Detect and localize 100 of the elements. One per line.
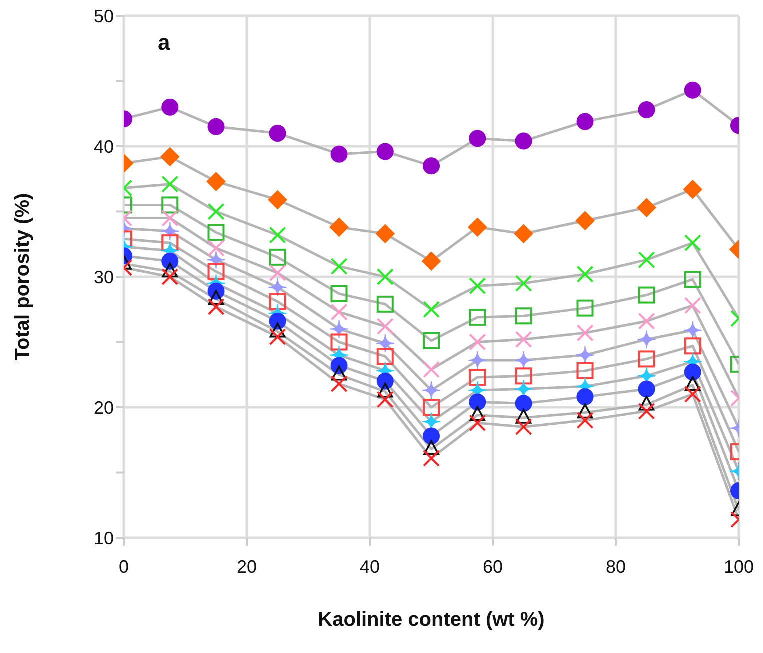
point [684, 386, 702, 403]
point [423, 450, 440, 467]
point [638, 402, 656, 420]
point [576, 324, 594, 342]
point [684, 271, 702, 288]
point [468, 218, 488, 237]
point [376, 334, 395, 354]
point [422, 252, 441, 271]
point [376, 224, 395, 244]
point [576, 412, 594, 430]
point [330, 320, 349, 339]
point [683, 180, 702, 200]
point [330, 304, 348, 321]
point [638, 380, 656, 398]
point [162, 196, 179, 214]
point [376, 348, 394, 366]
point [576, 211, 595, 230]
point [330, 146, 348, 163]
point [515, 132, 532, 150]
point [330, 258, 348, 276]
point [269, 226, 286, 244]
x-axis-title: Kaolinite content (wt %) [318, 609, 545, 631]
point [468, 351, 488, 370]
y-tick-label: 50 [94, 6, 114, 26]
point [469, 414, 486, 432]
point [162, 262, 178, 278]
point [469, 368, 486, 386]
point [208, 118, 225, 136]
point [423, 361, 440, 378]
point [469, 394, 486, 411]
y-tick-label: 10 [94, 528, 114, 548]
point [684, 82, 702, 99]
point [376, 268, 394, 286]
y-tick-label: 30 [94, 267, 114, 288]
point [423, 301, 440, 318]
point [162, 210, 179, 227]
x-tick-label: 40 [360, 556, 380, 577]
point [516, 409, 532, 424]
point [515, 275, 532, 292]
point [270, 322, 286, 338]
point [331, 366, 348, 381]
point [206, 250, 226, 270]
point [638, 101, 656, 118]
point [469, 308, 486, 326]
point [330, 334, 348, 351]
point [515, 418, 532, 436]
point [423, 332, 440, 350]
point [160, 222, 180, 241]
point [269, 328, 286, 346]
y-axis-title: Total porosity (%) [12, 193, 34, 361]
point [206, 172, 226, 192]
point [469, 130, 486, 148]
point [684, 297, 702, 314]
point [162, 98, 179, 116]
point [637, 198, 656, 218]
point [684, 234, 702, 252]
point [684, 338, 702, 355]
point [576, 266, 594, 283]
point [637, 330, 656, 350]
x-tick-label: 60 [482, 556, 504, 577]
point [422, 381, 441, 400]
point [269, 248, 286, 266]
point [330, 376, 348, 393]
x-tick-label: 100 [724, 556, 754, 577]
point [423, 399, 440, 416]
point [330, 285, 348, 302]
point [423, 158, 440, 175]
x-tick-label: 20 [236, 556, 258, 577]
point [515, 368, 532, 385]
point [638, 252, 656, 269]
point [376, 296, 394, 313]
point [576, 113, 594, 130]
point [576, 362, 594, 380]
point [469, 334, 486, 351]
point [269, 124, 286, 142]
point [208, 224, 225, 242]
point [162, 234, 179, 252]
x-tick-label: 80 [606, 556, 626, 577]
point [162, 176, 179, 193]
point [208, 240, 225, 257]
point [269, 293, 286, 310]
point [515, 395, 532, 412]
point [160, 147, 180, 166]
point [208, 203, 225, 220]
point [576, 388, 594, 406]
point [577, 404, 594, 419]
point [376, 391, 394, 408]
point [376, 318, 394, 336]
y-tick-label: 40 [94, 136, 114, 157]
point [423, 428, 440, 445]
point [376, 143, 394, 160]
point [208, 298, 225, 316]
point [514, 224, 534, 244]
point [469, 278, 486, 295]
point [684, 364, 702, 381]
point [268, 190, 288, 210]
point [470, 406, 486, 422]
point [638, 350, 656, 368]
point [684, 376, 701, 392]
point [638, 312, 656, 330]
